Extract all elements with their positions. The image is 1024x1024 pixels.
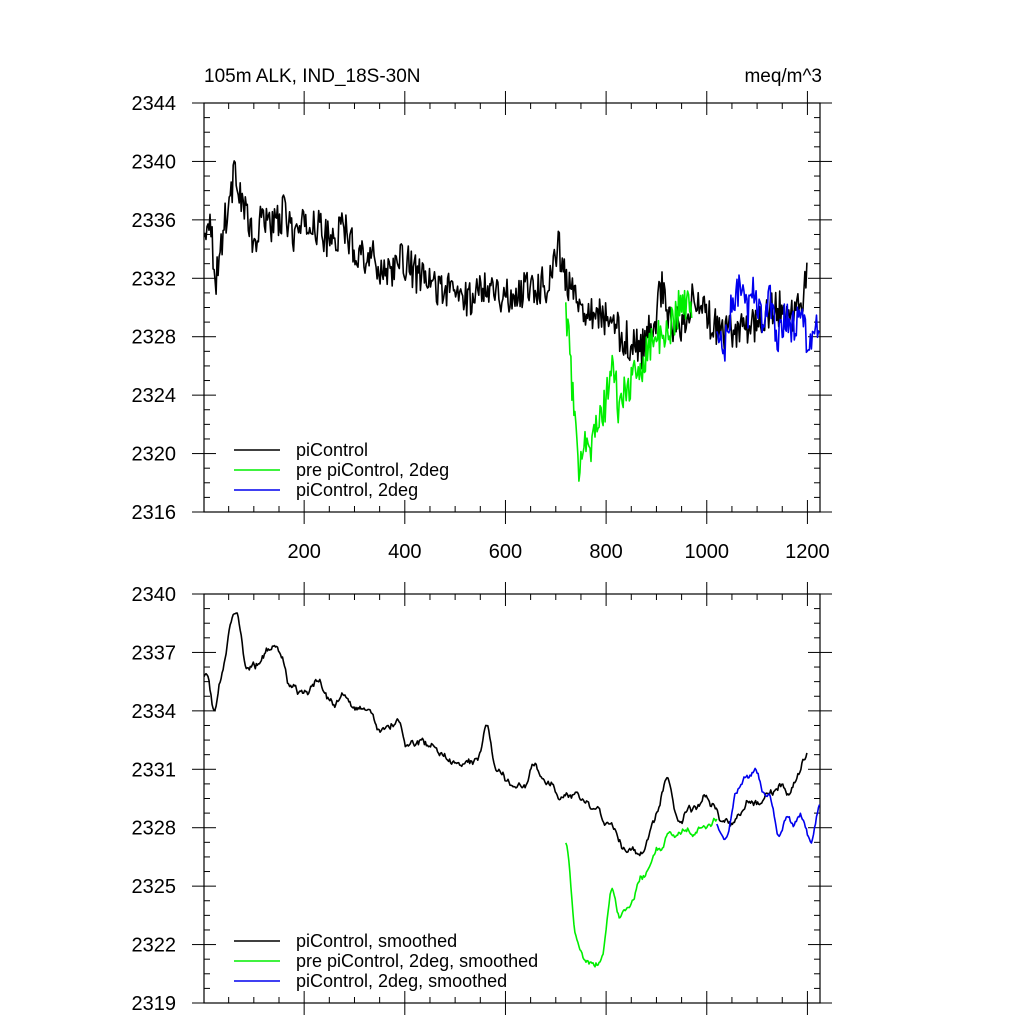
x-tick-label: 400 [388,541,421,563]
y-tick-label: 2334 [132,701,177,723]
x-tick-label: 800 [589,541,622,563]
y-tick-label: 2331 [132,759,177,781]
series-line-pre-picontrol-2deg [565,289,693,482]
y-tick-label: 2328 [132,327,177,349]
y-tick-label: 2316 [132,502,177,524]
y-tick-label: 2325 [132,876,177,898]
x-tick-label: 1200 [785,541,830,563]
legend-label: pre piControl, 2deg [296,460,449,480]
legend-label: piControl, smoothed [296,931,457,951]
series-group [204,612,820,968]
y-tick-label: 2332 [132,268,177,290]
y-tick-label: 2328 [132,818,177,840]
series-line-picontrol-2deg-smoothed [716,767,820,844]
x-tick-label: 200 [287,541,320,563]
x-tick-label: 1000 [685,541,730,563]
y-tick-label: 2340 [132,151,177,173]
series-group [204,160,820,482]
y-tick-label: 2319 [132,993,177,1015]
top-panel: 200 400 600 800 1000 1200 2316 2320 2324 2328 2332… [132,91,832,563]
y-tick-label: 2344 [132,93,177,115]
y-tick-label: 2336 [132,210,177,232]
y-tick-label: 2324 [132,385,177,407]
legend-label: piControl [296,440,368,460]
series-line-picontrol-2deg [716,274,820,362]
series-line-pre-picontrol-2deg-smoothed [565,817,718,968]
legend-label: piControl, 2deg, smoothed [296,971,507,991]
x-tick-label: 600 [489,541,522,563]
chart-units: meq/m^3 [744,66,822,87]
series-line-picontrol-smoothed [204,612,808,857]
legend-label: pre piControl, 2deg, smoothed [296,951,538,971]
y-tick-label: 2340 [132,584,177,606]
series-line-picontrol [204,160,808,370]
bottom-panel: 2319 2322 2325 2328 2331 2334 2337 2340 piContro… [132,582,832,1015]
legend-label: piControl, 2deg [296,480,418,500]
chart-title: 105m ALK, IND_18S-30N [204,66,421,87]
y-tick-label: 2322 [132,935,177,957]
y-tick-label: 2320 [132,444,177,466]
y-tick-label: 2337 [132,642,177,664]
